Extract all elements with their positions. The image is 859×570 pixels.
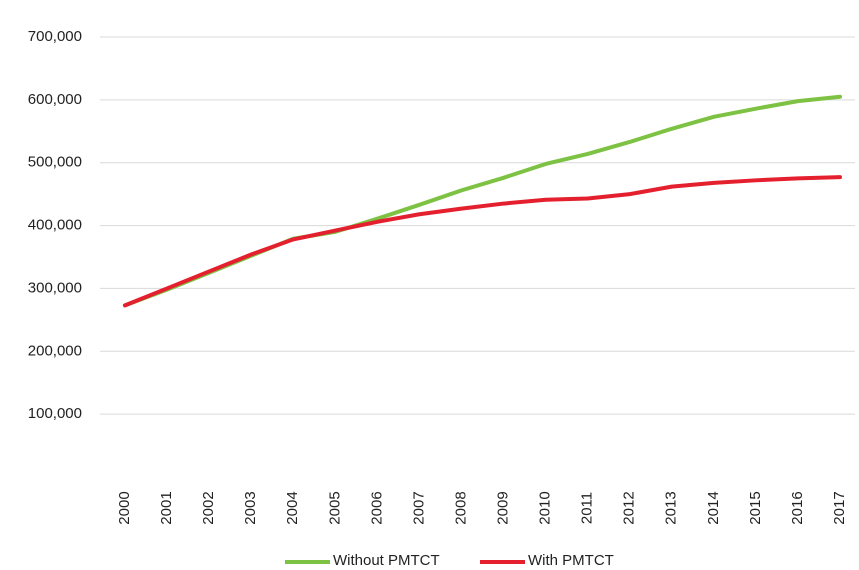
x-tick-label: 2007 — [410, 491, 427, 524]
y-tick-label: 200,000 — [28, 342, 82, 359]
y-tick-label: 400,000 — [28, 217, 82, 234]
line-series — [123, 94, 842, 308]
x-tick-label: 2013 — [663, 491, 680, 524]
x-tick-label: 2012 — [621, 491, 638, 524]
x-tick-label: 2010 — [537, 491, 554, 524]
x-tick-label: 2004 — [284, 491, 301, 524]
y-tick-label: 700,000 — [28, 28, 82, 45]
x-tick-label: 2015 — [747, 491, 764, 524]
y-tick-label: 600,000 — [28, 91, 82, 108]
x-tick-label: 2001 — [158, 491, 175, 524]
x-tick-label: 2000 — [116, 491, 133, 524]
x-tick-label: 2016 — [789, 491, 806, 524]
x-tick-label: 2005 — [326, 491, 343, 524]
y-tick-label: 300,000 — [28, 279, 82, 296]
x-tick-label: 2011 — [579, 492, 596, 524]
x-tick-label: 2002 — [200, 491, 217, 524]
x-tick-label: 2017 — [831, 491, 848, 524]
line-series — [123, 175, 842, 308]
x-tick-label: 2014 — [705, 491, 722, 524]
x-tick-label: 2008 — [452, 491, 469, 524]
x-tick-label: 2006 — [368, 491, 385, 524]
x-tick-label: 2003 — [242, 491, 259, 524]
y-tick-label: 100,000 — [28, 405, 82, 422]
y-tick-label: 500,000 — [28, 154, 82, 171]
legend-label: With PMTCT — [528, 552, 614, 569]
legend-label: Without PMTCT — [333, 552, 440, 569]
x-tick-label: 2009 — [494, 491, 511, 524]
